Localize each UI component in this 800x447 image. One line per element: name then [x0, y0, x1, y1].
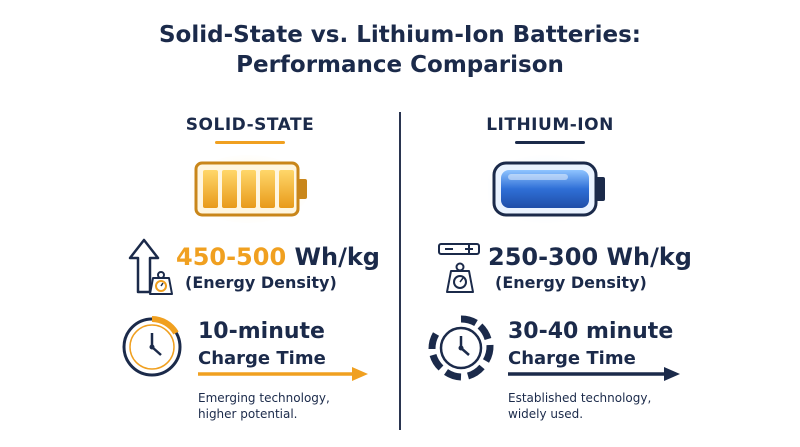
solid-state-heading-label: SOLID-STATE: [185, 115, 315, 135]
solid-state-note-line-2: higher potential.: [198, 407, 298, 421]
weight-scale-icon: [446, 262, 474, 293]
solid-state-charge-label: Charge Time: [198, 348, 326, 369]
column-divider: [399, 112, 401, 430]
lithium-ion-charge-value: 30-40 minute: [508, 319, 674, 344]
lithium-ion-note-line-1: Established technology,: [508, 391, 652, 405]
clock-icon: [122, 316, 182, 377]
lithium-ion-heading: LITHIUM-ION: [480, 115, 620, 144]
solid-state-note: Emerging technology, higher potential.: [198, 390, 330, 422]
lithium-ion-note-line-2: widely used.: [508, 407, 584, 421]
lithium-ion-density-value: 250-300: [488, 243, 599, 271]
right-arrow-icon: [198, 367, 368, 381]
lithium-ion-density-unit: Wh/kg: [606, 243, 692, 271]
clock-icon: [428, 315, 494, 381]
balance-icon: [438, 243, 480, 255]
lithium-ion-battery-icon: [488, 155, 608, 223]
solid-state-density-unit: Wh/kg: [294, 243, 380, 271]
weight-scale-icon: [149, 271, 173, 295]
page-title: Solid-State vs. Lithium-Ion Batteries: P…: [0, 20, 800, 80]
lithium-ion-charge: 30-40 minute Charge Time: [508, 318, 673, 372]
right-arrow-icon: [508, 367, 680, 381]
lithium-ion-charge-label: Charge Time: [508, 348, 636, 369]
lithium-ion-density: 250-300 Wh/kg: [488, 243, 692, 271]
solid-state-density-value: 450-500: [176, 243, 287, 271]
solid-state-note-line-1: Emerging technology,: [198, 391, 330, 405]
solid-state-density-label: (Energy Density): [185, 273, 337, 292]
title-line-1: Solid-State vs. Lithium-Ion Batteries:: [158, 22, 642, 48]
lithium-ion-heading-label: LITHIUM-ION: [486, 115, 614, 135]
solid-state-charge-value: 10-minute: [198, 319, 325, 344]
solid-state-density: 450-500 Wh/kg: [176, 243, 380, 271]
solid-state-battery-icon: [190, 155, 310, 223]
solid-state-charge: 10-minute Charge Time: [198, 318, 326, 372]
solid-state-underline: [215, 141, 285, 144]
lithium-ion-density-label: (Energy Density): [495, 273, 647, 292]
up-arrow-icon: [128, 238, 160, 294]
lithium-ion-note: Established technology, widely used.: [508, 390, 651, 422]
title-line-2: Performance Comparison: [236, 52, 564, 78]
solid-state-heading: SOLID-STATE: [180, 115, 320, 144]
lithium-ion-underline: [515, 141, 585, 144]
